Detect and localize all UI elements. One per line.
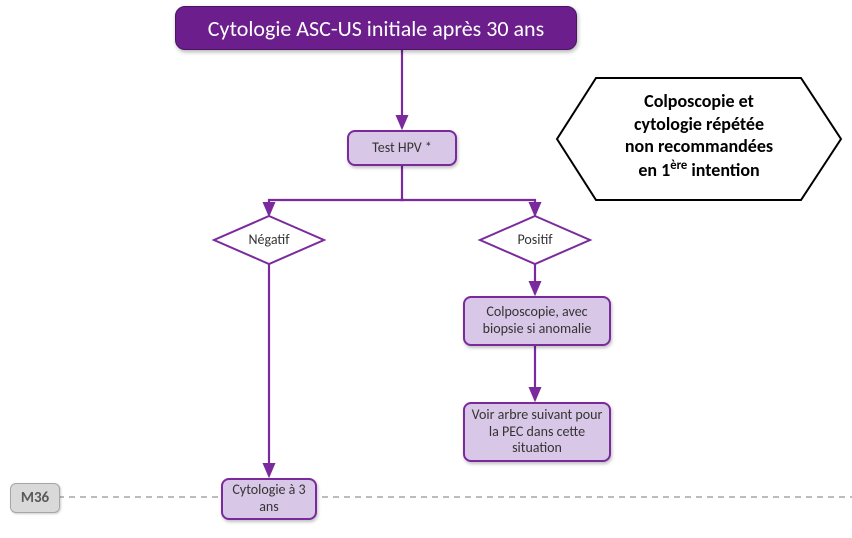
node-cytologie-3ans-label: Cytologie à 3 ans [227, 482, 311, 516]
edge-fork-pos [400, 200, 535, 215]
node-test-hpv-label: Test HPV * [372, 140, 432, 157]
connectors-layer [0, 0, 852, 538]
timeline-m36: M36 [10, 483, 60, 513]
title-node: Cytologie ASC-US initiale après 30 ans [175, 6, 577, 50]
decision-positif-shape [480, 216, 590, 264]
edge-fork-neg [269, 200, 404, 215]
node-colposcopie-label: Colposcopie, avec biopsie si anomalie [469, 304, 605, 338]
hex-line3: non recommandées [575, 135, 823, 158]
hex-line4: en 1ère intention [575, 158, 823, 182]
hex-line2: cytologie répétée [575, 113, 823, 136]
node-voir-arbre: Voir arbre suivant pour la PEC dans cett… [463, 402, 611, 462]
hex-callout-text: Colposcopie et cytologie répétée non rec… [575, 90, 823, 181]
title-label: Cytologie ASC-US initiale après 30 ans [208, 15, 544, 42]
node-cytologie-3ans: Cytologie à 3 ans [221, 478, 317, 520]
timeline-m36-label: M36 [21, 489, 49, 507]
node-test-hpv: Test HPV * [347, 130, 457, 166]
node-colposcopie: Colposcopie, avec biopsie si anomalie [463, 296, 611, 346]
node-voir-arbre-label: Voir arbre suivant pour la PEC dans cett… [469, 407, 605, 457]
decision-negatif-shape [214, 216, 324, 264]
hex-line1: Colposcopie et [575, 90, 823, 113]
